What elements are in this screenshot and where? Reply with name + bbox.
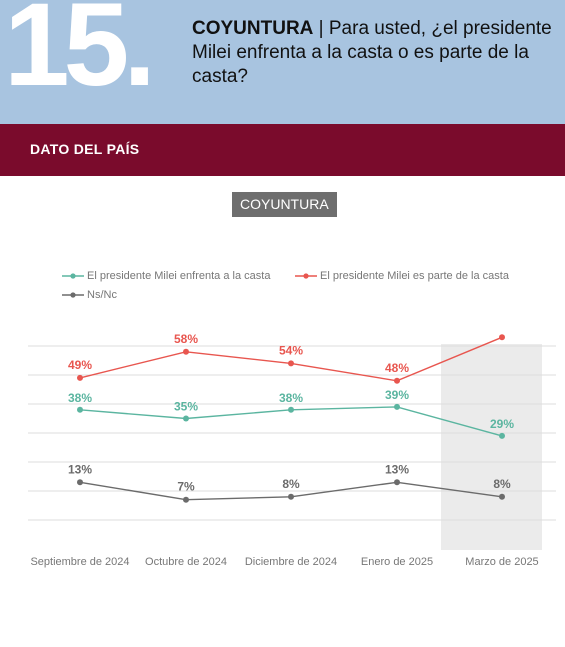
data-point xyxy=(77,479,83,486)
data-label: 35% xyxy=(174,400,198,414)
data-label: 8% xyxy=(493,477,511,491)
line-chart: 38% 35% 38% 39% 29% 49% 58% 54% 48% 63% 13% 7% 8% 13%… xyxy=(28,330,556,568)
data-point xyxy=(499,493,505,500)
legend-item-enfrenta: El presidente Milei enfrenta a la casta xyxy=(62,270,270,282)
data-label: 13% xyxy=(385,462,409,476)
data-point xyxy=(183,496,189,503)
question-number: 15. xyxy=(4,0,156,111)
data-point xyxy=(288,493,294,500)
topic-tag: COYUNTURA xyxy=(232,192,337,217)
data-point xyxy=(288,360,294,367)
data-label: 58% xyxy=(174,332,198,346)
legend-marker-icon xyxy=(62,292,84,298)
x-tick-label: Diciembre de 2024 xyxy=(245,556,337,568)
data-point xyxy=(288,406,294,413)
data-point xyxy=(499,432,505,439)
question-kicker: COYUNTURA xyxy=(192,18,314,39)
x-tick-label: Octubre de 2024 xyxy=(145,556,227,568)
data-label: 7% xyxy=(177,480,195,494)
data-label: 29% xyxy=(490,417,514,431)
legend-item-parte: El presidente Milei es parte de la casta xyxy=(295,270,509,282)
question-text: COYUNTURA | Para usted, ¿el presidente M… xyxy=(192,17,552,89)
section-band: DATO DEL PAÍS xyxy=(0,124,565,176)
data-point xyxy=(183,415,189,422)
data-point xyxy=(77,374,83,381)
data-label: 48% xyxy=(385,361,409,375)
legend-marker-icon xyxy=(62,273,84,279)
data-point xyxy=(499,334,505,341)
legend-label: El presidente Milei enfrenta a la casta xyxy=(87,270,271,282)
legend-label: Ns/Nc xyxy=(87,289,117,301)
data-label: 38% xyxy=(68,391,92,405)
x-tick-label: Septiembre de 2024 xyxy=(30,556,129,568)
legend-item-nsnc: Ns/Nc xyxy=(62,289,117,301)
data-point xyxy=(77,406,83,413)
data-point xyxy=(183,348,189,355)
data-label: 54% xyxy=(279,343,303,357)
data-point xyxy=(394,403,400,410)
data-label: 13% xyxy=(68,462,92,476)
data-label: 63% xyxy=(490,330,514,331)
highlight-band xyxy=(441,344,542,550)
question-body: | Para usted, ¿el presidente Milei enfre… xyxy=(192,18,552,87)
data-point xyxy=(394,377,400,384)
data-label: 39% xyxy=(385,388,409,402)
x-tick-label: Enero de 2025 xyxy=(361,556,433,568)
section-label: DATO DEL PAÍS xyxy=(30,141,140,157)
legend-label: El presidente Milei es parte de la casta xyxy=(320,270,509,282)
data-label: 8% xyxy=(282,477,300,491)
data-point xyxy=(394,479,400,486)
header-banner: 15. COYUNTURA | Para usted, ¿el presiden… xyxy=(0,0,565,124)
legend-marker-icon xyxy=(295,273,317,279)
data-label: 38% xyxy=(279,391,303,405)
data-label: 49% xyxy=(68,358,92,372)
x-tick-label: Marzo de 2025 xyxy=(465,556,538,568)
